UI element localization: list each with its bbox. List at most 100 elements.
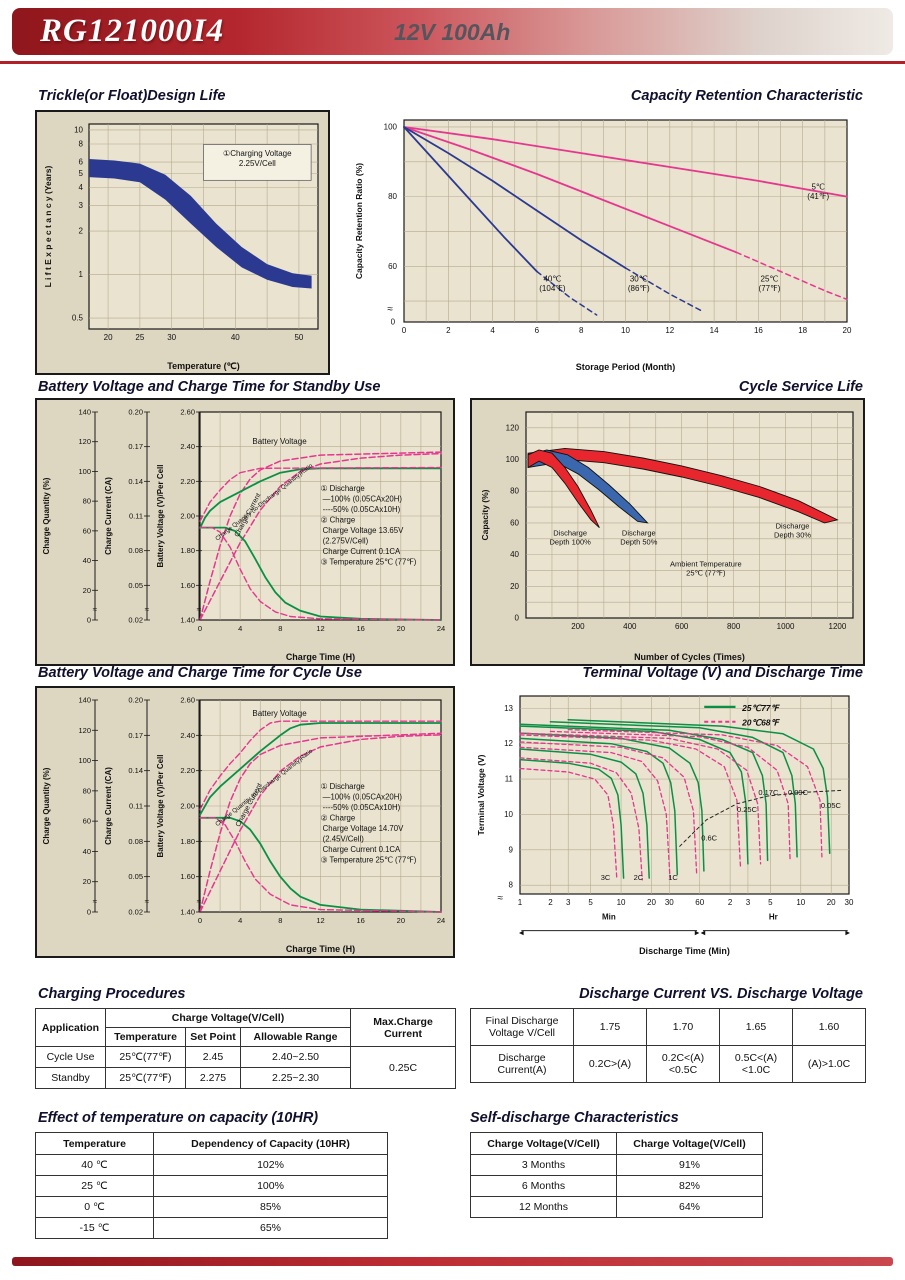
svg-text:9: 9	[509, 845, 514, 854]
data-cell: 82%	[616, 1175, 763, 1197]
svg-text:1C: 1C	[668, 873, 678, 882]
data-cell: 91%	[616, 1154, 763, 1176]
application-header-cell: Application	[35, 1008, 106, 1047]
data-cell: 1.70	[646, 1008, 720, 1046]
table-row: Final Discharge Voltage V/Cell 1.75 1.70…	[470, 1008, 866, 1046]
svg-text:60: 60	[83, 526, 91, 535]
svg-text:30: 30	[665, 898, 674, 907]
svg-text:1.80: 1.80	[180, 837, 195, 846]
svg-text:12: 12	[504, 739, 513, 748]
svg-text:≈: ≈	[498, 893, 504, 904]
svg-text:0.14: 0.14	[128, 477, 143, 486]
svg-text:800: 800	[727, 622, 741, 631]
data-cell: (A)>1.0C	[792, 1045, 866, 1083]
svg-text:20: 20	[83, 586, 91, 595]
svg-text:8: 8	[509, 881, 514, 890]
svg-text:20: 20	[397, 916, 405, 925]
model-number: RG121000I4	[40, 13, 225, 49]
self-discharge-table: Charge Voltage(V/Cell) Charge Voltage(V/…	[470, 1132, 763, 1218]
svg-text:0.17: 0.17	[128, 442, 143, 451]
data-cell: 1.75	[573, 1008, 647, 1046]
svg-text:1.60: 1.60	[180, 872, 195, 881]
svg-text:40: 40	[83, 847, 91, 856]
data-cell: 25℃(77℉)	[105, 1067, 186, 1089]
svg-text:1: 1	[518, 898, 523, 907]
svg-text:20: 20	[827, 898, 836, 907]
charging-procedures-table: Application Charge Voltage(V/Cell) Max.C…	[35, 1008, 457, 1089]
svg-text:≈: ≈	[145, 605, 150, 614]
svg-text:25℃(77℉): 25℃ (77℉)	[759, 275, 781, 294]
table-row: 6 Months 82%	[470, 1175, 763, 1197]
section-title-terminal-voltage: Terminal Voltage (V) and Discharge Time	[582, 665, 863, 681]
svg-text:12: 12	[316, 916, 324, 925]
header-cell: Charge Voltage(V/Cell)	[470, 1132, 617, 1155]
svg-text:16: 16	[754, 326, 763, 335]
table-row: Discharge Current(A) 0.2C>(A) 0.2C<(A)<0…	[470, 1045, 866, 1083]
section-title-temperature-capacity: Effect of temperature on capacity (10HR)	[38, 1110, 319, 1126]
table-row: 12 Months 64%	[470, 1196, 763, 1218]
svg-text:0.17: 0.17	[128, 731, 143, 740]
svg-text:120: 120	[506, 423, 520, 432]
svg-text:20: 20	[647, 898, 656, 907]
data-cell: 85%	[153, 1196, 388, 1218]
data-cell: 0 ℃	[35, 1196, 154, 1218]
svg-text:40: 40	[83, 556, 91, 565]
data-cell: 100%	[153, 1175, 388, 1197]
svg-text:Charge Current (CA): Charge Current (CA)	[104, 477, 113, 555]
svg-text:0: 0	[198, 916, 202, 925]
svg-text:1000: 1000	[777, 622, 795, 631]
svg-text:2.00: 2.00	[180, 802, 195, 811]
svg-text:140: 140	[78, 696, 91, 705]
cycle-use-charge-chart: ≈1.40 1.60 1.80 2.00 2.20 2.40 2.60 Battery Vol…	[35, 686, 455, 958]
svg-text:2: 2	[728, 898, 733, 907]
svg-text:2.20: 2.20	[180, 766, 195, 775]
svg-text:8: 8	[278, 916, 282, 925]
svg-text:2.60: 2.60	[180, 408, 195, 417]
svg-text:600: 600	[675, 622, 689, 631]
data-cell: 40 ℃	[35, 1154, 154, 1176]
svg-text:10: 10	[617, 898, 626, 907]
svg-text:25℃77℉: 25℃77℉	[741, 703, 780, 713]
data-cell: 64%	[616, 1196, 763, 1218]
svg-text:Charge Time (H): Charge Time (H)	[286, 652, 355, 662]
svg-text:80: 80	[83, 786, 91, 795]
svg-text:2.00: 2.00	[180, 512, 195, 521]
svg-text:12: 12	[665, 326, 674, 335]
header-divider	[0, 61, 905, 64]
data-cell: 2.45	[185, 1046, 241, 1068]
svg-text:8: 8	[278, 624, 282, 633]
data-cell: 3 Months	[470, 1154, 617, 1176]
svg-text:10: 10	[504, 810, 513, 819]
svg-text:Hr: Hr	[769, 913, 778, 922]
discharge-current-label-cell: Discharge Current(A)	[470, 1045, 574, 1083]
svg-text:1.60: 1.60	[180, 581, 195, 590]
battery-rating: 12V 100Ah	[394, 19, 511, 45]
svg-text:2C: 2C	[634, 873, 644, 882]
svg-text:0.11: 0.11	[129, 512, 143, 521]
section-title-discharge-current: Discharge Current VS. Discharge Voltage	[579, 986, 863, 1002]
svg-text:L i f t E x p e c t a n c y: L i f t E x p e c t a n c y (Years)	[43, 165, 53, 287]
svg-text:0.5: 0.5	[72, 314, 84, 323]
svg-text:12: 12	[316, 624, 324, 633]
svg-text:0.17C: 0.17C	[758, 788, 779, 797]
svg-text:30: 30	[845, 898, 854, 907]
section-title-self-discharge: Self-discharge Characteristics	[470, 1110, 679, 1126]
svg-text:140: 140	[78, 408, 91, 417]
svg-text:Battery Voltage (V)/Per Cell: Battery Voltage (V)/Per Cell	[156, 465, 165, 568]
svg-text:0.08: 0.08	[128, 837, 143, 846]
svg-text:6: 6	[535, 326, 540, 335]
svg-text:60: 60	[510, 518, 519, 527]
data-cell: Standby	[35, 1067, 106, 1089]
svg-text:30: 30	[167, 333, 176, 342]
table-row: Temperature Dependency of Capacity (10HR…	[35, 1132, 388, 1155]
data-cell: 2.40~2.50	[239, 1046, 352, 1068]
svg-text:2.40: 2.40	[180, 442, 195, 451]
svg-text:0.02: 0.02	[128, 616, 143, 625]
svg-text:2.60: 2.60	[180, 696, 195, 705]
svg-text:20: 20	[397, 624, 405, 633]
svg-text:≈: ≈	[197, 605, 202, 614]
